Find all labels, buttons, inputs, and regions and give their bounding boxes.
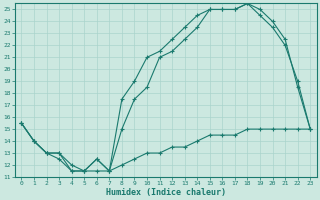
X-axis label: Humidex (Indice chaleur): Humidex (Indice chaleur) — [106, 188, 226, 197]
